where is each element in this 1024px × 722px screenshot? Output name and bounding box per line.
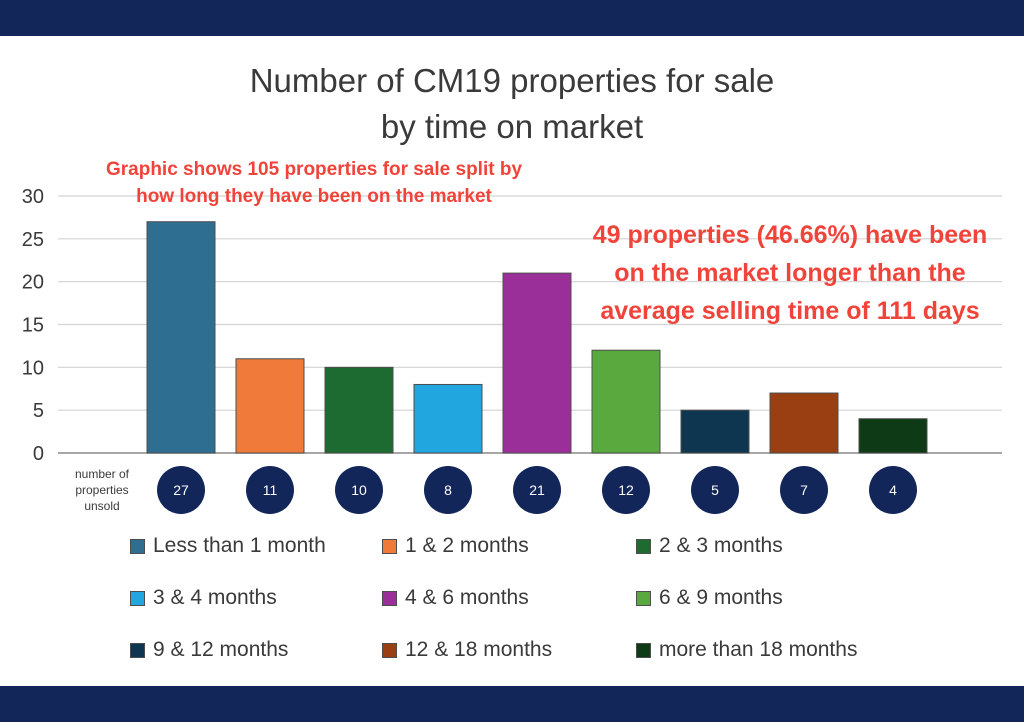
bar bbox=[502, 272, 572, 454]
legend-item: 3 & 4 months bbox=[130, 586, 382, 610]
bar bbox=[146, 221, 216, 454]
legend-label: 6 & 9 months bbox=[659, 586, 783, 609]
legend-swatch bbox=[382, 538, 397, 554]
bar bbox=[769, 392, 839, 454]
count-badge-label: 7 bbox=[800, 482, 808, 498]
y-tick-label: 15 bbox=[22, 315, 44, 337]
bar bbox=[235, 358, 305, 454]
count-badge bbox=[602, 466, 650, 514]
legend-item: more than 18 months bbox=[636, 638, 936, 662]
count-badge bbox=[157, 466, 205, 514]
legend-item: 6 & 9 months bbox=[636, 586, 936, 610]
legend-item: 4 & 6 months bbox=[382, 586, 636, 610]
annotation-total: Graphic shows 105 properties for sale sp… bbox=[105, 159, 523, 207]
bar bbox=[413, 383, 483, 454]
legend-label: 9 & 12 months bbox=[153, 638, 289, 661]
legend-label: Less than 1 month bbox=[153, 534, 326, 557]
legend-label: 12 & 18 months bbox=[405, 638, 553, 661]
legend-swatch bbox=[636, 538, 651, 554]
unsold-count-label: number of properties unsold bbox=[74, 467, 130, 513]
y-tick-label: 5 bbox=[33, 400, 44, 422]
legend-item: 12 & 18 months bbox=[382, 638, 636, 662]
count-badge-label: 12 bbox=[618, 482, 634, 498]
legend-swatch bbox=[130, 538, 145, 554]
bar bbox=[858, 418, 928, 454]
count-badge bbox=[869, 466, 917, 514]
chart-title-line1: Number of CM19 properties for sale bbox=[249, 62, 775, 99]
bar-chart: 0 5 10 15 20 25 30 27 11 10 8 21 12 5 7 4 bbox=[22, 186, 1002, 514]
legend-swatch bbox=[382, 642, 397, 658]
chart-legend: Less than 1 month 1 & 2 months 2 & 3 month… bbox=[130, 534, 990, 662]
count-badge bbox=[513, 466, 561, 514]
bar bbox=[591, 349, 661, 454]
count-badge-label: 27 bbox=[173, 482, 189, 498]
count-badge-label: 21 bbox=[529, 482, 545, 498]
count-badge-label: 10 bbox=[351, 482, 367, 498]
legend-label: 2 & 3 months bbox=[659, 534, 783, 557]
bar bbox=[680, 409, 750, 454]
count-badge bbox=[691, 466, 739, 514]
legend-item: 2 & 3 months bbox=[636, 534, 936, 558]
count-badge bbox=[246, 466, 294, 514]
count-badge bbox=[335, 466, 383, 514]
top-band bbox=[0, 0, 1024, 36]
legend-item: 9 & 12 months bbox=[130, 638, 382, 662]
legend-swatch bbox=[636, 590, 651, 606]
legend-swatch bbox=[130, 590, 145, 606]
count-badge bbox=[424, 466, 472, 514]
legend-item: 1 & 2 months bbox=[382, 534, 636, 558]
legend-item: Less than 1 month bbox=[130, 534, 382, 558]
bottom-band bbox=[0, 686, 1024, 722]
count-badge-label: 5 bbox=[711, 482, 719, 498]
chart-title: Number of CM19 properties for sale by ti… bbox=[0, 58, 1024, 150]
legend-label: 1 & 2 months bbox=[405, 534, 529, 557]
legend-label: 4 & 6 months bbox=[405, 586, 529, 609]
y-tick-label: 0 bbox=[33, 443, 44, 465]
legend-swatch bbox=[382, 590, 397, 606]
count-badge bbox=[780, 466, 828, 514]
y-tick-label: 20 bbox=[22, 272, 44, 294]
count-badge-label: 4 bbox=[889, 482, 897, 498]
legend-swatch bbox=[636, 642, 651, 658]
bar bbox=[324, 366, 394, 454]
legend-label: more than 18 months bbox=[659, 638, 858, 661]
chart-title-line2: by time on market bbox=[380, 108, 644, 145]
count-badge-label: 8 bbox=[444, 482, 452, 498]
count-badge-label: 11 bbox=[263, 482, 278, 498]
legend-swatch bbox=[130, 642, 145, 658]
y-tick-label: 25 bbox=[22, 229, 44, 251]
legend-label: 3 & 4 months bbox=[153, 586, 277, 609]
y-tick-label: 30 bbox=[22, 186, 44, 208]
y-tick-label: 10 bbox=[22, 357, 44, 379]
annotation-longer-than-average: 49 properties (46.66%) have been on the … bbox=[592, 221, 988, 325]
